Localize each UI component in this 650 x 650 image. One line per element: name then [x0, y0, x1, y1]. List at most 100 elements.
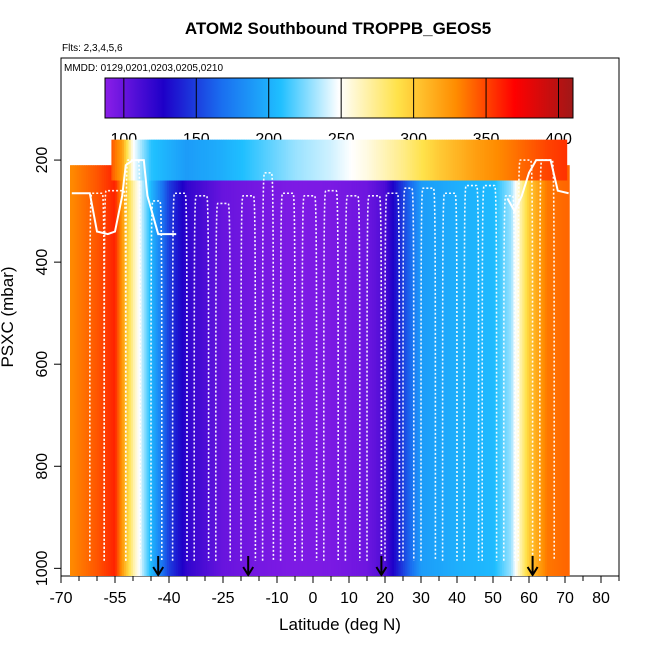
- top-band-cell: [187, 139, 190, 181]
- heatmap-cell: [302, 180, 305, 576]
- top-band-cell: [233, 139, 236, 181]
- y-axis-label: PSXC (mbar): [0, 266, 17, 367]
- top-band-cell: [507, 139, 510, 181]
- heatmap-cell: [550, 165, 553, 576]
- top-band-cell: [183, 139, 186, 181]
- x-tick-label: 50: [484, 590, 502, 607]
- top-band-cell: [255, 139, 258, 181]
- heatmap-cell: [480, 180, 483, 576]
- heatmap-cell: [127, 180, 130, 576]
- top-band-cell: [505, 139, 508, 181]
- heatmap-cell: [305, 180, 308, 576]
- top-band-cell: [223, 139, 226, 181]
- heatmap-cell: [512, 180, 515, 576]
- heatmap-cell: [377, 180, 380, 576]
- heatmap-cell: [268, 180, 271, 576]
- heatmap-cell: [246, 180, 249, 576]
- marker-layer: [152, 556, 539, 577]
- top-band-cell: [426, 139, 429, 181]
- heatmap-cell: [223, 180, 226, 576]
- heatmap-cell: [289, 180, 292, 576]
- flight-profile: [323, 189, 339, 561]
- top-band-cell: [444, 139, 447, 181]
- heatmap-cell: [147, 180, 150, 576]
- top-band-cell: [145, 139, 148, 181]
- top-band-cell: [329, 139, 332, 181]
- heatmap-cell: [397, 180, 400, 576]
- top-band-cell: [403, 139, 406, 181]
- heatmap-cell: [71, 165, 74, 576]
- top-band-cell: [388, 139, 391, 181]
- heatmap-cell: [426, 180, 429, 576]
- heatmap-cell: [521, 180, 524, 576]
- heatmap-cell: [118, 180, 121, 576]
- flight-profile: [89, 192, 105, 561]
- y-tick-label: 400: [34, 249, 51, 276]
- heatmap-cell: [359, 180, 362, 576]
- top-band-cell: [377, 139, 380, 181]
- heatmap-cell: [406, 180, 409, 576]
- heatmap-cell: [97, 165, 100, 576]
- top-band-cell: [561, 139, 564, 181]
- heatmap-cell: [91, 165, 94, 576]
- heatmap-cell: [178, 180, 181, 576]
- top-band-cell: [530, 139, 533, 181]
- heatmap-cell: [196, 180, 199, 576]
- heatmap-cell: [444, 180, 447, 576]
- heatmap-cell: [167, 180, 170, 576]
- x-tick-label: -70: [49, 590, 72, 607]
- heatmap-cell: [422, 180, 425, 576]
- top-band-cell: [116, 139, 119, 181]
- heatmap-cell: [241, 180, 244, 576]
- top-band-cell: [176, 139, 179, 181]
- top-band-cell: [278, 139, 281, 181]
- tropopause-line-south: [71, 159, 177, 236]
- top-band-cell: [431, 139, 434, 181]
- heatmap-cell: [316, 180, 319, 576]
- heatmap-cell: [88, 165, 91, 576]
- heatmap-cell: [381, 180, 384, 576]
- top-band-cell: [491, 139, 494, 181]
- top-band-cell: [352, 139, 355, 181]
- heatmap-cell: [327, 180, 330, 576]
- flight-profile: [215, 202, 231, 561]
- top-band-cell: [203, 139, 206, 181]
- heatmap-cell: [284, 180, 287, 576]
- top-band-cell: [208, 139, 211, 181]
- top-band-cell: [487, 139, 490, 181]
- heatmap-cell: [298, 180, 301, 576]
- top-band-cell: [111, 139, 114, 181]
- heatmap-cell: [376, 180, 379, 576]
- heatmap-cell: [500, 180, 503, 576]
- top-band-cell: [291, 139, 294, 181]
- heatmap-cell: [428, 180, 431, 576]
- heatmap-cell: [104, 165, 107, 576]
- top-band-cell: [401, 139, 404, 181]
- heatmap-cell: [307, 180, 310, 576]
- heatmap-cell: [345, 180, 348, 576]
- heatmap-cell: [188, 180, 191, 576]
- heatmap-cell: [111, 165, 114, 576]
- top-band-cell: [331, 139, 334, 181]
- heatmap-cell: [163, 180, 166, 576]
- top-band-cell: [430, 139, 433, 181]
- top-band-cell: [286, 139, 289, 181]
- flight-profile: [261, 172, 275, 561]
- heatmap-cell: [338, 180, 341, 576]
- x-tick-label: -10: [265, 590, 288, 607]
- heatmap-cell: [388, 180, 391, 576]
- x-axis-label: Latitude (deg N): [279, 615, 401, 634]
- top-band-cell: [451, 139, 454, 181]
- heatmap-cell: [514, 180, 517, 576]
- top-band-cell: [424, 139, 427, 181]
- heatmap-cell: [482, 180, 485, 576]
- top-band-cell: [264, 139, 267, 181]
- heatmap-cell: [516, 180, 519, 576]
- top-band-cell: [307, 139, 310, 181]
- top-band-cell: [435, 139, 438, 181]
- top-band-cell: [345, 139, 348, 181]
- top-band-cell: [421, 139, 424, 181]
- heatmap-cell: [80, 165, 83, 576]
- flight-profile: [384, 192, 401, 561]
- top-band-cell: [228, 139, 231, 181]
